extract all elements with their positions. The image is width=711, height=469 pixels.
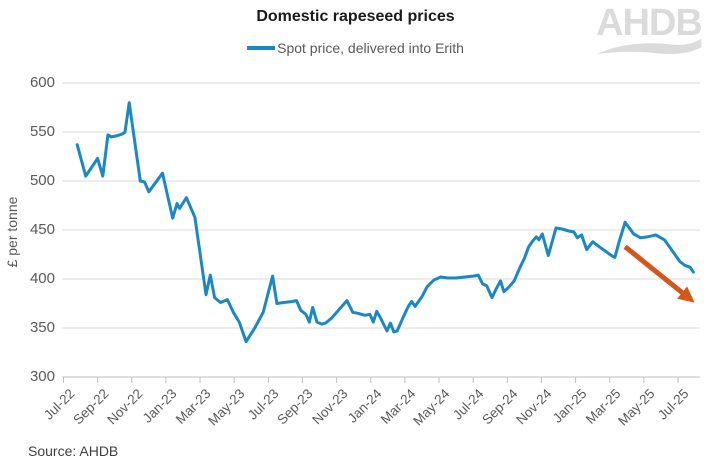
legend-label: Spot price, delivered into Erith <box>277 40 464 56</box>
y-axis-tick-label: 600 <box>29 74 55 91</box>
y-axis-tick-label: 450 <box>29 221 55 238</box>
ahdb-logo: AHDB <box>593 4 705 58</box>
chart-legend: Spot price, delivered into Erith <box>0 40 711 56</box>
y-axis-tick-label: 500 <box>29 172 55 189</box>
y-axis-tick-label: 300 <box>29 368 55 385</box>
chart-title: Domestic rapeseed prices <box>256 8 455 25</box>
legend-line-swatch-icon <box>247 46 276 50</box>
ahdb-logo-wave-icon <box>596 38 702 55</box>
source-note: Source: AHDB <box>28 443 119 459</box>
y-axis-tick-label: 400 <box>29 270 55 287</box>
y-axis-tick-label: 350 <box>29 319 55 336</box>
ahdb-logo-text: AHDB <box>596 2 703 44</box>
y-axis-tick-label: 550 <box>29 123 55 140</box>
